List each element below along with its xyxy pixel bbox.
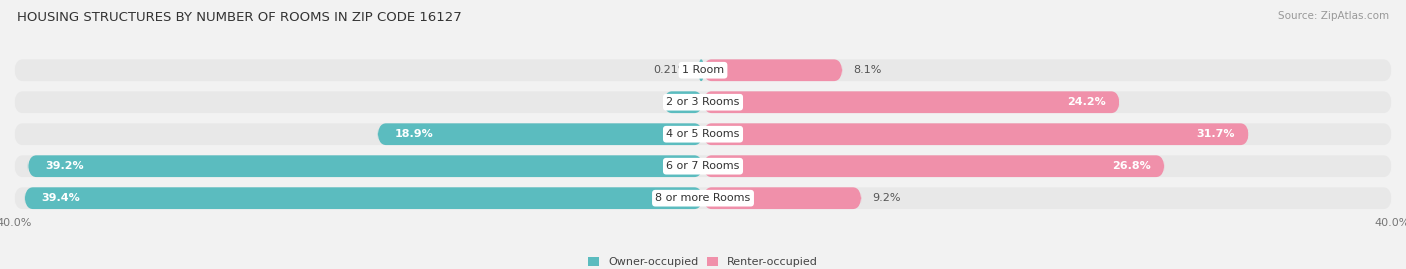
- Text: 24.2%: 24.2%: [1067, 97, 1107, 107]
- FancyBboxPatch shape: [703, 123, 1249, 145]
- Text: 8.1%: 8.1%: [853, 65, 882, 75]
- Text: 4 or 5 Rooms: 4 or 5 Rooms: [666, 129, 740, 139]
- FancyBboxPatch shape: [703, 155, 1164, 177]
- FancyBboxPatch shape: [14, 91, 1392, 113]
- Text: 40.0%: 40.0%: [1374, 218, 1406, 228]
- FancyBboxPatch shape: [14, 123, 1392, 145]
- Text: 1 Room: 1 Room: [682, 65, 724, 75]
- Text: 9.2%: 9.2%: [872, 193, 900, 203]
- Text: 39.4%: 39.4%: [42, 193, 80, 203]
- Text: 39.2%: 39.2%: [45, 161, 84, 171]
- FancyBboxPatch shape: [699, 59, 703, 81]
- Text: 0.21%: 0.21%: [654, 65, 689, 75]
- Text: Source: ZipAtlas.com: Source: ZipAtlas.com: [1278, 11, 1389, 21]
- Text: 6 or 7 Rooms: 6 or 7 Rooms: [666, 161, 740, 171]
- Text: 2.3%: 2.3%: [681, 97, 711, 107]
- FancyBboxPatch shape: [703, 59, 842, 81]
- FancyBboxPatch shape: [703, 187, 862, 209]
- Text: 8 or more Rooms: 8 or more Rooms: [655, 193, 751, 203]
- FancyBboxPatch shape: [14, 187, 1392, 209]
- Legend: Owner-occupied, Renter-occupied: Owner-occupied, Renter-occupied: [583, 253, 823, 269]
- Text: 18.9%: 18.9%: [395, 129, 433, 139]
- Text: 40.0%: 40.0%: [0, 218, 32, 228]
- FancyBboxPatch shape: [14, 155, 1392, 177]
- FancyBboxPatch shape: [14, 59, 1392, 81]
- Text: 2 or 3 Rooms: 2 or 3 Rooms: [666, 97, 740, 107]
- FancyBboxPatch shape: [664, 91, 703, 113]
- Text: HOUSING STRUCTURES BY NUMBER OF ROOMS IN ZIP CODE 16127: HOUSING STRUCTURES BY NUMBER OF ROOMS IN…: [17, 11, 461, 24]
- FancyBboxPatch shape: [28, 155, 703, 177]
- Text: 26.8%: 26.8%: [1112, 161, 1152, 171]
- Text: 31.7%: 31.7%: [1197, 129, 1236, 139]
- FancyBboxPatch shape: [377, 123, 703, 145]
- FancyBboxPatch shape: [24, 187, 703, 209]
- FancyBboxPatch shape: [703, 91, 1119, 113]
